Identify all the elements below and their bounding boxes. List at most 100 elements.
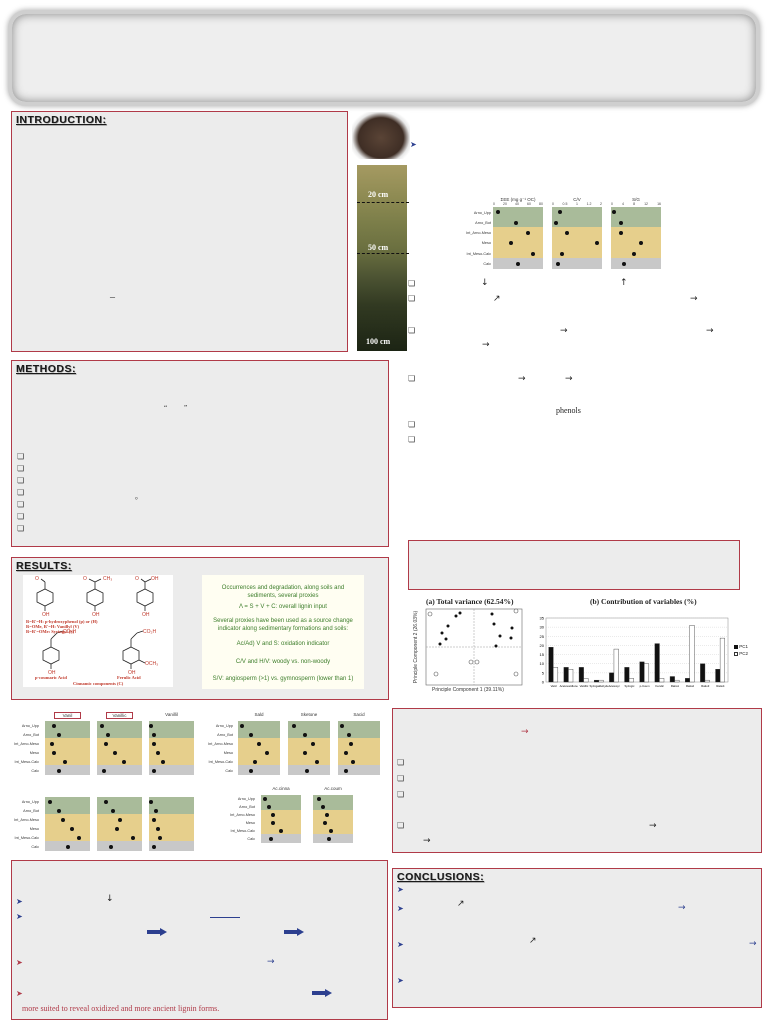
- profile-data-point: [516, 261, 520, 266]
- soil-profile-photo: 20 cm 50 cm 100 cm: [357, 165, 409, 351]
- right-arrow-icon: →: [521, 727, 529, 737]
- profile-title: Ac.cinna: [272, 786, 290, 791]
- profile-data-point: [321, 805, 325, 809]
- profile-data-point: [52, 750, 56, 755]
- horizon-band: [288, 765, 330, 775]
- profile-data-point: [122, 759, 126, 764]
- x-tick-label: Ratio4: [716, 684, 725, 688]
- bullet-icon: ❏: [17, 524, 25, 533]
- top-profiles-horizon-labels: Arno_Upp Arno_Bot Int_Arno-Meso Meso Int…: [460, 207, 491, 267]
- top-profiles-chart: Arno_Upp Arno_Bot Int_Arno-Meso Meso Int…: [460, 195, 685, 275]
- proxy-line: S/V: angiosperm (>1) vs. gymnosperm (low…: [212, 676, 354, 682]
- profile-data-point: [513, 220, 518, 225]
- legend-swatch-pc1: [734, 644, 738, 649]
- bar-pc1: [548, 647, 554, 683]
- bullet-icon: ❏: [17, 452, 25, 461]
- profile-data-point: [279, 829, 283, 833]
- horizon-label: Int_Meso-Calc: [466, 252, 491, 256]
- horizon-band: [97, 765, 142, 775]
- profile-data-point: [311, 741, 316, 746]
- horizon-label: Int_Meso-Calc: [14, 759, 39, 764]
- tick-label: 12: [644, 202, 648, 206]
- horizon-label: Arno_Bot: [239, 805, 255, 810]
- legend-pc1: PC1: [734, 644, 748, 649]
- right-arrow-icon: →: [565, 374, 573, 384]
- horizon-band: [238, 765, 280, 775]
- underline-mark: [210, 917, 240, 918]
- depth-label-20: 20 cm: [368, 190, 389, 199]
- contribution-bar-svg: 0 5 10 15 20 25 30 35 Vanil Acetovanillone Vanilli…: [540, 616, 729, 688]
- profile-data-point: [99, 723, 104, 728]
- bar-pc2: [674, 679, 680, 683]
- bullet-icon: ❏: [397, 774, 405, 783]
- profile-data-point: [76, 835, 81, 840]
- horizon-label: Arno_Bot: [23, 808, 39, 813]
- methods-panel: METHODS: “ ” ❏ ❏ ❏ ❏ ❏ ❏ ❏ °: [11, 360, 389, 547]
- profile-data-point: [565, 230, 569, 235]
- horizon-label: Int_Arno-Meso: [14, 741, 39, 746]
- x-tick-label: Syringaldehyde: [589, 684, 609, 688]
- depth-profile: [45, 797, 90, 851]
- horizon-label: Meso: [223, 750, 233, 755]
- horizon-label: Meso: [29, 750, 39, 755]
- depth-profile: S/G 0 4 8 12 16: [611, 197, 661, 269]
- y-tick-label: 0: [542, 680, 545, 685]
- profile-data-point: [131, 835, 135, 840]
- profile-data-point: [348, 741, 353, 746]
- profile-data-point: [151, 844, 156, 849]
- contribution-bar-chart: 0 5 10 15 20 25 30 35 Vanil Acetovanillone Vanilli…: [534, 612, 756, 694]
- bullet-icon: ❏: [408, 294, 416, 303]
- profile-data-point: [104, 799, 108, 804]
- horizon-band: [97, 797, 142, 815]
- depth-profile: Vanillic: [97, 712, 142, 775]
- horizon-label: Calc: [247, 837, 255, 842]
- profile-data-point: [108, 844, 113, 849]
- profile-data-point: [65, 844, 70, 849]
- pca-interpretation-panel: → ❏ ❏ ❏ ❏ → →: [392, 708, 762, 853]
- profile-data-point: [325, 813, 329, 817]
- chevron-bullet-icon: ➤: [16, 989, 23, 998]
- svg-text:CH₃: CH₃: [103, 576, 112, 582]
- horizon-label: Meso: [245, 821, 255, 826]
- profile-data-point: [292, 723, 297, 728]
- y-tick-label: 10: [540, 661, 545, 666]
- coumaric-acid-label: p-coumaric Acid: [35, 675, 67, 680]
- depth-profile: Ac.cinna: [261, 786, 301, 843]
- horizon-band: [149, 841, 194, 851]
- tick-label: 0: [611, 202, 613, 206]
- profile-data-point: [117, 817, 122, 822]
- profile-data-point: [271, 813, 275, 817]
- horizon-label: Int_Arno-Meso: [14, 817, 39, 822]
- bullet-icon: ❏: [397, 758, 405, 767]
- chevron-bullet-icon: ➤: [16, 912, 23, 921]
- pca-scatter-svg: [425, 608, 523, 686]
- horizon-label: Arno_Upp: [473, 211, 491, 215]
- bar-pc2: [553, 667, 559, 683]
- depth-marker-50: [357, 253, 409, 254]
- profile-data-point: [344, 750, 349, 755]
- horizon-label: Arno_Upp: [215, 723, 233, 728]
- methods-quote-close: ”: [184, 404, 188, 412]
- bullet-icon: ❏: [408, 420, 416, 429]
- right-arrow-icon: →: [706, 326, 714, 336]
- tick-label: 0: [552, 202, 554, 206]
- right-arrow-icon: →: [749, 939, 757, 949]
- svg-text:CO₂H: CO₂H: [143, 629, 156, 635]
- profile-data-point: [271, 821, 275, 825]
- proxy-line: C/V and H/V: woody vs. non-woody: [235, 659, 331, 665]
- legend-label-pc1: PC1: [739, 644, 749, 649]
- bullet-icon: ❏: [408, 435, 416, 444]
- horizon-band: [149, 765, 194, 775]
- bar-pc2: [704, 679, 710, 683]
- down-arrow-icon: ↓: [106, 894, 114, 904]
- horizon-band: [45, 797, 90, 815]
- depth-label-100: 100 cm: [366, 337, 391, 346]
- horizon-band: [338, 721, 380, 739]
- depth-profile: [97, 797, 142, 851]
- up-arrow-icon: ↑: [620, 278, 628, 288]
- profile-title: Ac.coum: [324, 786, 342, 791]
- legend-label-pc2: PC2: [739, 651, 749, 656]
- pca-x-axis-label: Principle Component 1 (39.11%): [432, 687, 504, 693]
- profile-data-point: [639, 241, 643, 246]
- x-tick-label: p-Coum: [640, 684, 651, 688]
